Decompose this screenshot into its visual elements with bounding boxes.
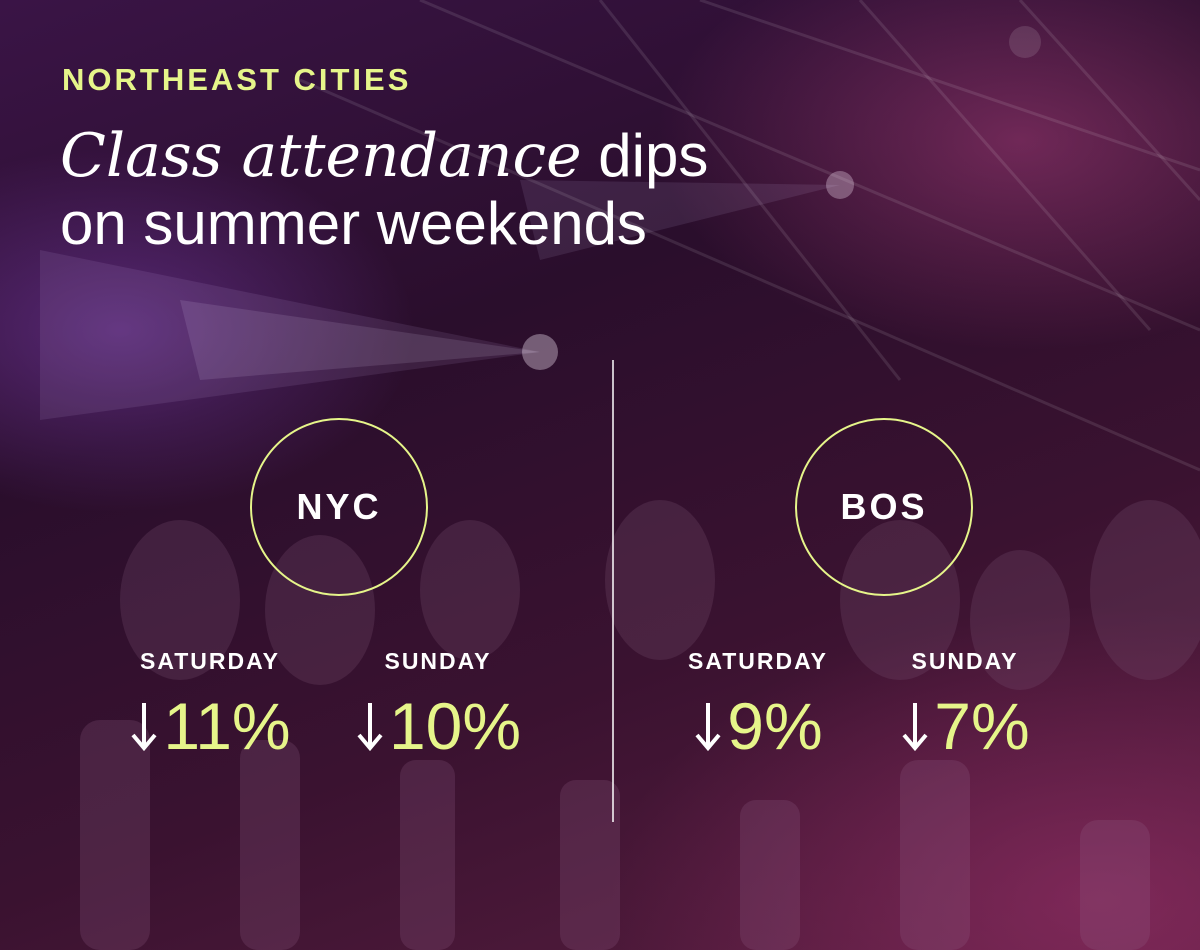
- stat-value: 10%: [388, 689, 522, 763]
- stat-sunday: SUNDAY 7%: [865, 648, 1065, 761]
- headline: Class attendance dips on summer weekends: [60, 122, 1060, 258]
- stat-saturday: SATURDAY 11%: [110, 648, 310, 761]
- down-arrow-icon: [357, 703, 383, 752]
- section-eyebrow: NORTHEAST CITIES: [62, 62, 412, 97]
- stat-value: 7%: [934, 689, 1030, 763]
- city-panel-nyc: NYC SATURDAY 11% SUNDAY 10%: [110, 418, 570, 778]
- stat-day-label: SUNDAY: [911, 648, 1019, 674]
- down-arrow-icon: [131, 703, 157, 752]
- stat-value-row: 10%: [338, 691, 538, 761]
- stat-value-row: 7%: [865, 691, 1065, 761]
- city-badge: NYC: [250, 418, 428, 596]
- stat-day-label: SATURDAY: [140, 648, 280, 674]
- city-badge: BOS: [795, 418, 973, 596]
- headline-line2: on summer weekends: [60, 190, 647, 257]
- headline-line1-rest: dips: [581, 122, 709, 189]
- stat-sunday: SUNDAY 10%: [338, 648, 538, 761]
- stat-day-label: SATURDAY: [688, 648, 828, 674]
- stat-value: 9%: [727, 689, 823, 763]
- stat-saturday: SATURDAY 9%: [658, 648, 858, 761]
- vertical-divider: [612, 360, 614, 822]
- down-arrow-icon: [695, 703, 721, 752]
- headline-italic: Class attendance: [60, 121, 582, 191]
- city-panel-bos: BOS SATURDAY 9% SUNDAY 7%: [655, 418, 1115, 778]
- stat-value-row: 11%: [110, 691, 310, 761]
- city-name: NYC: [296, 486, 382, 527]
- stat-value: 11%: [163, 689, 291, 763]
- city-name: BOS: [840, 486, 928, 527]
- stat-day-label: SUNDAY: [384, 648, 492, 674]
- down-arrow-icon: [902, 703, 928, 752]
- stat-value-row: 9%: [658, 691, 858, 761]
